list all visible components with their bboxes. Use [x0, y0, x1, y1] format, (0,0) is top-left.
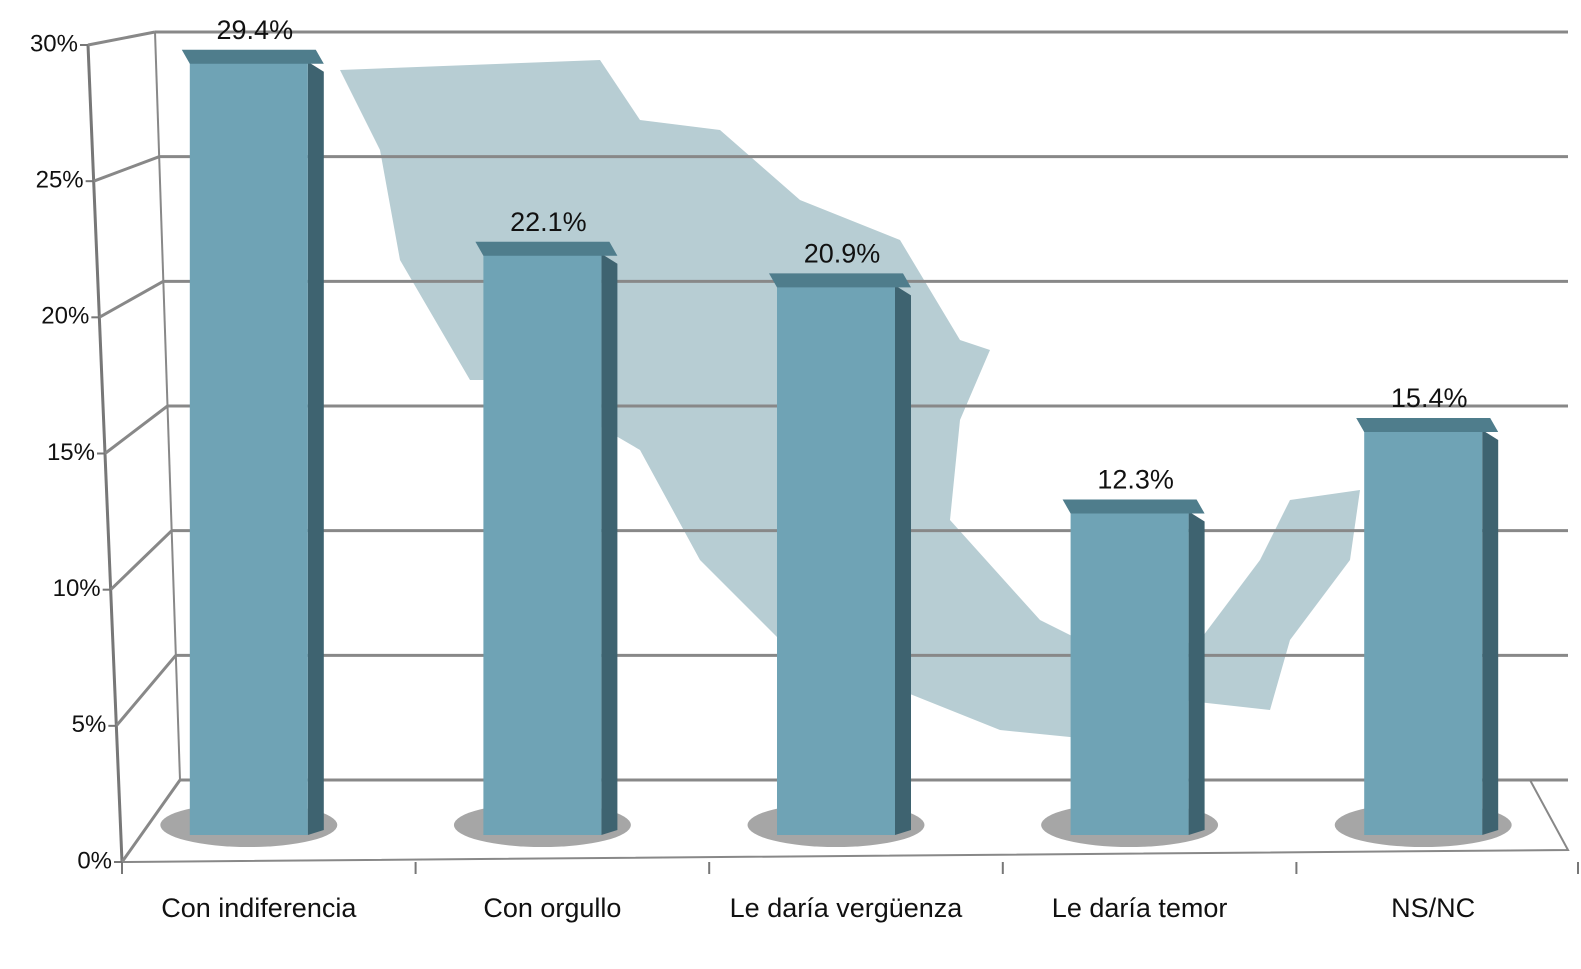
bar [1070, 511, 1189, 835]
bar-top [475, 241, 618, 256]
y-tick-label: 0% [77, 847, 112, 874]
bar-top [769, 273, 911, 288]
grid-line [115, 654, 177, 727]
y-tick-label: 30% [30, 30, 78, 57]
grid-line [87, 30, 156, 47]
value-label: 20.9% [804, 238, 881, 268]
value-label: 12.3% [1097, 465, 1174, 495]
bar-side [601, 253, 618, 835]
bar-side [1482, 429, 1499, 835]
x-tick-label: Con orgullo [483, 893, 622, 923]
grid-line [120, 779, 182, 863]
bar [483, 253, 602, 835]
bar-side [307, 61, 324, 835]
value-label: 29.4% [217, 15, 294, 45]
y-tick-label: 25% [36, 167, 84, 194]
bar-top [1356, 417, 1499, 432]
grid-line [98, 280, 165, 319]
grid-line [104, 404, 169, 455]
bar [189, 61, 308, 835]
bar [777, 285, 895, 836]
bar-side [1188, 511, 1205, 835]
bar-top [1062, 499, 1205, 514]
y-tick-label: 20% [41, 303, 89, 330]
bar [1364, 429, 1483, 835]
x-tick-label: Le daría temor [1051, 893, 1228, 923]
x-tick-label: Con indiferencia [161, 893, 357, 923]
value-label: 22.1% [510, 207, 587, 237]
y-tick-label: 15% [47, 439, 95, 466]
x-tick-label: NS/NC [1391, 893, 1476, 923]
bar-top [181, 49, 324, 64]
grid-line [109, 529, 173, 591]
x-tick-label: Le daría vergüenza [729, 893, 963, 923]
grid-line [93, 155, 160, 183]
bar-side [895, 285, 911, 836]
y-tick-label: 10% [53, 575, 101, 602]
value-label: 15.4% [1391, 383, 1468, 413]
y-tick-label: 5% [72, 711, 107, 738]
